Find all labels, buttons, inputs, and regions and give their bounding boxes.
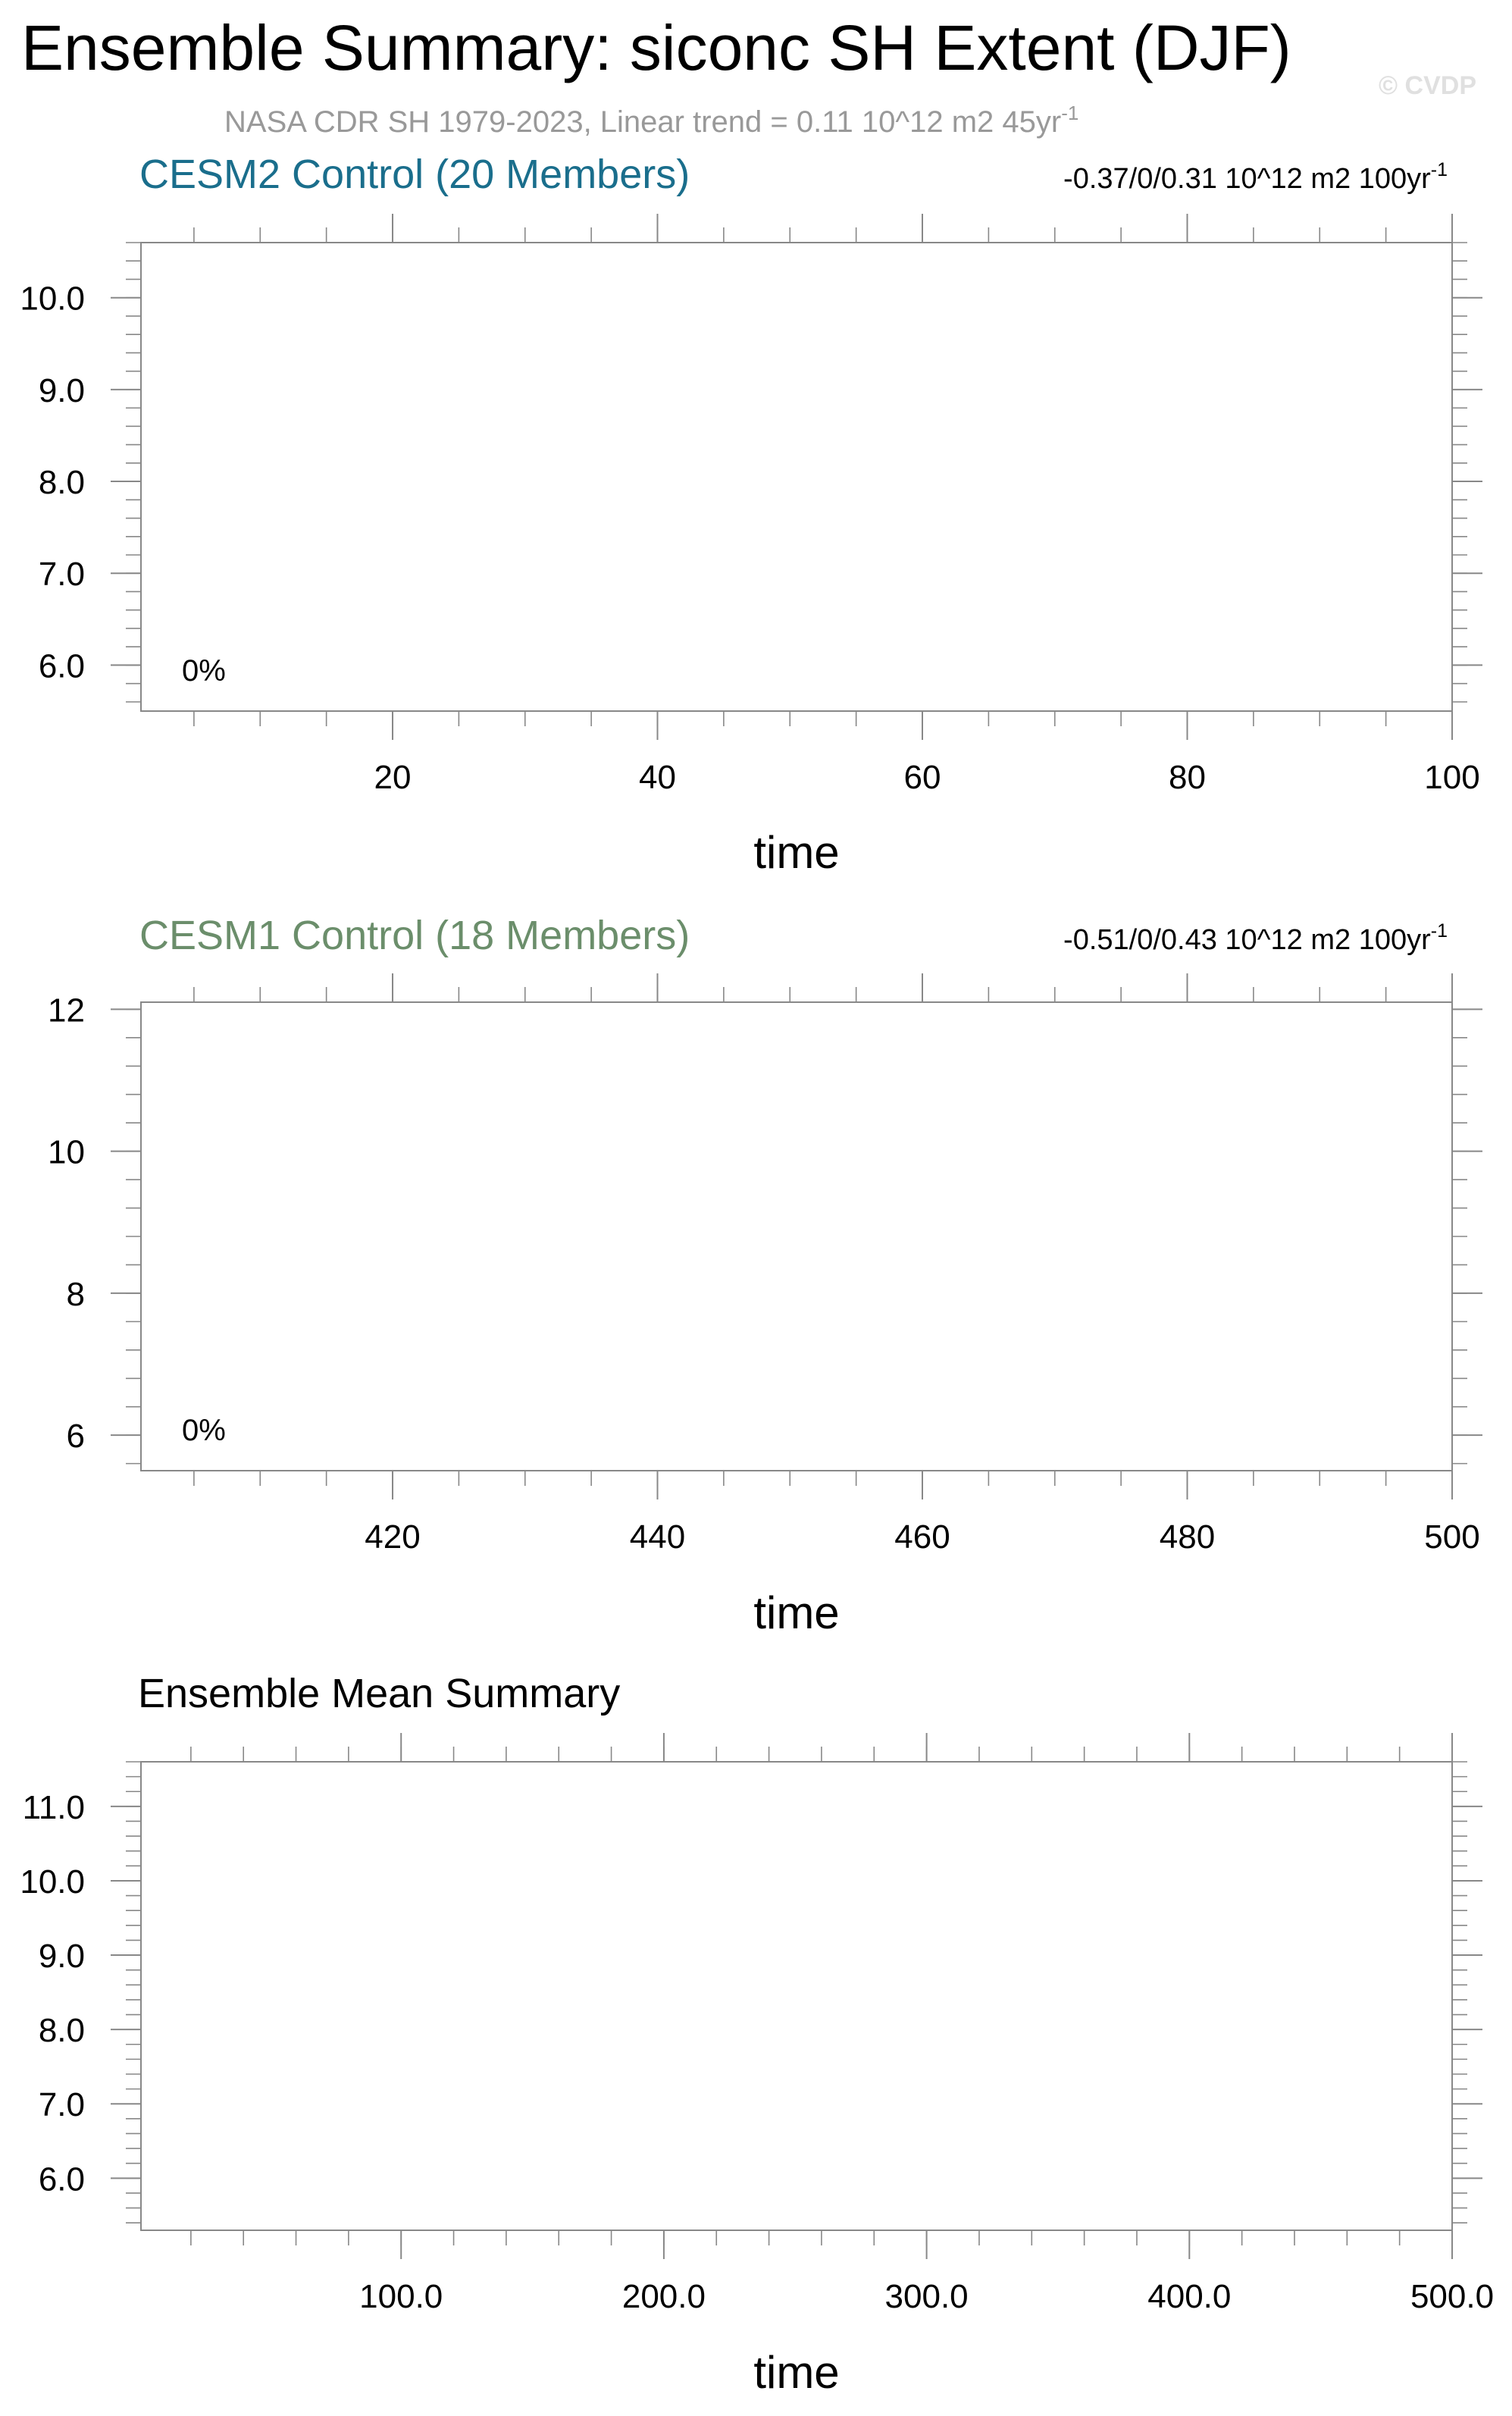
x-tick-label: 480 <box>1160 1518 1215 1556</box>
x-tick-label: 60 <box>904 759 941 796</box>
y-tick-label: 6.0 <box>39 647 85 685</box>
x-tick-label: 300.0 <box>885 2278 969 2315</box>
percent-label: 0% <box>182 654 226 688</box>
x-tick-label: 460 <box>894 1518 950 1556</box>
y-tick-label: 6 <box>67 1418 85 1455</box>
axes: 20 40 60 80 100 6.0 7.0 8.0 9.0 10.0 <box>20 214 1482 796</box>
main-title: Ensemble Summary: siconc SH Extent (DJF) <box>21 12 1291 83</box>
panel-title: CESM1 Control (18 Members) <box>139 913 690 958</box>
trend-superscript: -1 <box>1431 159 1448 180</box>
obs-trend-text: NASA CDR SH 1979-2023, Linear trend = 0.… <box>224 105 1061 139</box>
trend-label: -0.51/0/0.43 10^12 m2 100yr-1 <box>1063 920 1448 956</box>
y-tick-label: 8 <box>67 1276 85 1313</box>
y-tick-label: 12 <box>48 992 85 1029</box>
y-tick-label: 9.0 <box>39 1938 85 1975</box>
panel-title: CESM2 Control (20 Members) <box>139 152 690 197</box>
y-tick-label: 6.0 <box>39 2161 85 2198</box>
y-tick-label: 10 <box>48 1134 85 1171</box>
trend-superscript: -1 <box>1431 920 1448 942</box>
watermark: © CVDP <box>1379 71 1476 100</box>
y-tick-label: 8.0 <box>39 2012 85 2049</box>
x-axis-label: time <box>753 1587 839 1638</box>
x-axis-label: time <box>753 2347 839 2398</box>
x-tick-label: 420 <box>365 1518 420 1556</box>
x-tick-label: 40 <box>639 759 676 796</box>
y-tick-label: 10.0 <box>20 280 85 318</box>
y-tick-label: 8.0 <box>39 464 85 501</box>
y-tick-label: 9.0 <box>39 372 85 409</box>
x-axis-label: time <box>753 827 839 878</box>
x-tick-label: 100 <box>1424 759 1479 796</box>
chart-panel-ensemble-mean: Ensemble Mean Summary 100.0 200.0 300.0 400… <box>20 1671 1494 2398</box>
panel-title: Ensemble Mean Summary <box>138 1671 620 1716</box>
y-tick-label: 7.0 <box>39 2086 85 2123</box>
chart-panel-cesm2: CESM2 Control (20 Members) -0.37/0/0.31 … <box>20 152 1482 878</box>
axes: 420 440 460 480 500 6 8 10 12 <box>48 973 1482 1556</box>
axes: 100.0 200.0 300.0 400.0 500.0 6.0 7.0 8.0 9.0 10.… <box>20 1733 1494 2315</box>
plot-frame <box>140 1761 1453 2231</box>
x-tick-label: 440 <box>630 1518 685 1556</box>
y-tick-label: 10.0 <box>20 1863 85 1901</box>
y-tick-label: 7.0 <box>39 556 85 593</box>
trend-text: -0.51/0/0.43 10^12 m2 100yr <box>1063 924 1431 956</box>
x-tick-label: 200.0 <box>622 2278 706 2315</box>
x-tick-label: 500 <box>1424 1518 1479 1556</box>
x-tick-label: 400.0 <box>1147 2278 1231 2315</box>
obs-trend-superscript: -1 <box>1061 102 1078 124</box>
trend-text: -0.37/0/0.31 10^12 m2 100yr <box>1063 163 1431 195</box>
percent-label: 0% <box>182 1414 226 1447</box>
x-tick-label: 20 <box>374 759 412 796</box>
plot-frame <box>140 242 1453 712</box>
chart-panel-cesm1: CESM1 Control (18 Members) -0.51/0/0.43 … <box>48 913 1482 1638</box>
x-tick-label: 100.0 <box>359 2278 443 2315</box>
plot-frame <box>140 1001 1453 1471</box>
trend-label: -0.37/0/0.31 10^12 m2 100yr-1 <box>1063 159 1448 195</box>
x-tick-label: 500.0 <box>1410 2278 1494 2315</box>
obs-trend-line: NASA CDR SH 1979-2023, Linear trend = 0.… <box>224 102 1078 139</box>
y-tick-label: 11.0 <box>23 1789 85 1826</box>
x-tick-label: 80 <box>1169 759 1206 796</box>
